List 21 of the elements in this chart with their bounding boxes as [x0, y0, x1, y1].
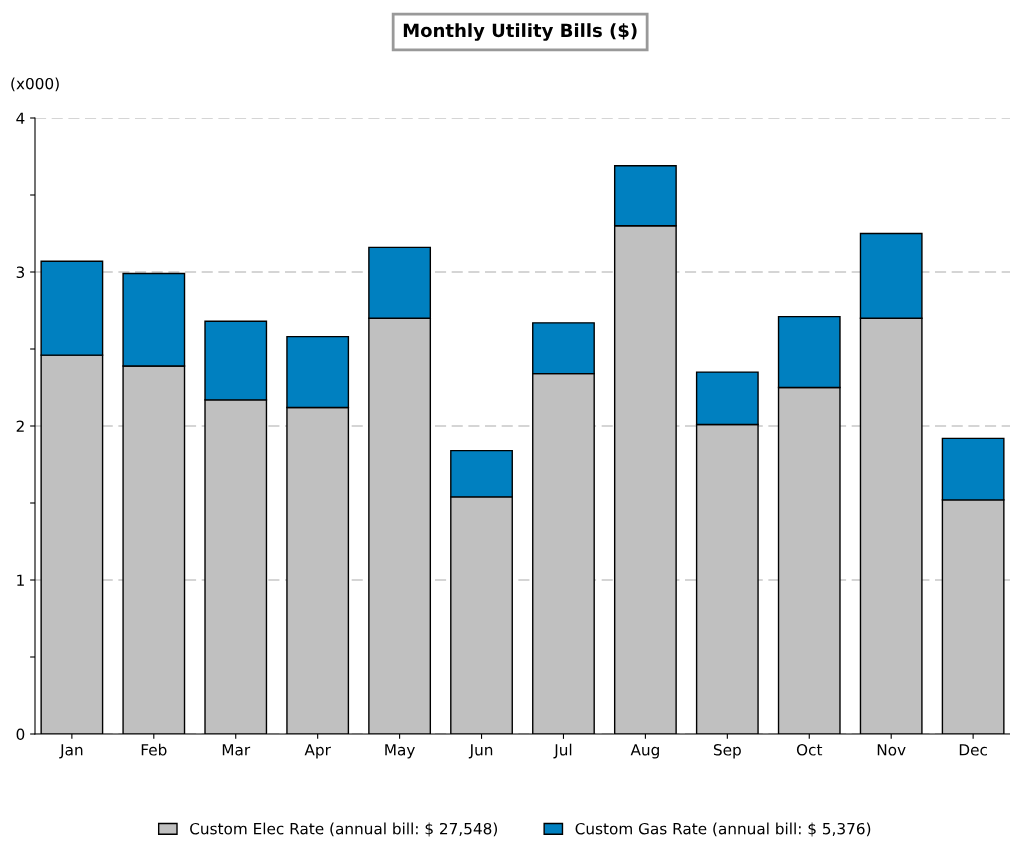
x-tick-label: Feb — [141, 743, 167, 756]
y-tick-label: 3 — [16, 266, 25, 279]
x-tick-label: Jun — [468, 744, 493, 759]
y-axis-title: (x000) — [11, 77, 59, 92]
x-tick-label: Mar — [222, 744, 251, 756]
x-tick-label: Jul — [553, 743, 572, 759]
x-tick-label: Dec — [959, 744, 987, 756]
x-tick-label: Oct — [796, 743, 823, 756]
x-tick-label: Nov — [877, 744, 906, 756]
y-tick-label: 2 — [16, 420, 24, 432]
x-tick-label: Jan — [59, 744, 83, 759]
x-tick-label: Apr — [304, 744, 331, 759]
chart-title: Monthly Utility Bills ($) — [403, 23, 637, 41]
x-tick-label: Sep — [713, 743, 741, 759]
legend-label: Custom Gas Rate (annual bill: $ 5,376) — [575, 822, 871, 837]
x-tick-label: May — [385, 744, 415, 759]
y-tick-label: 1 — [17, 574, 24, 586]
y-tick-label: 4 — [16, 112, 25, 124]
legend-label: Custom Elec Rate (annual bill: $ 27,548) — [190, 822, 498, 837]
x-tick-label: Aug — [630, 744, 659, 759]
y-tick-label: 0 — [16, 728, 25, 741]
